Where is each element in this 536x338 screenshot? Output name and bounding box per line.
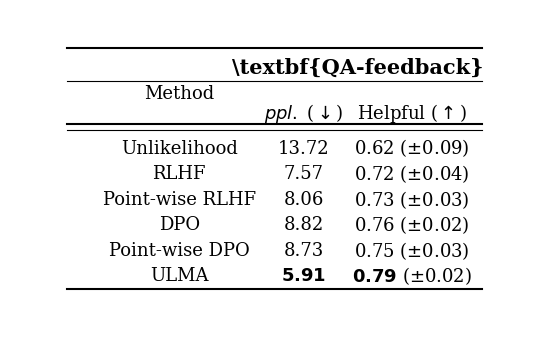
Text: 8.82: 8.82 xyxy=(284,216,324,234)
Text: 8.73: 8.73 xyxy=(284,242,324,260)
Text: 0.75 ($\pm$0.03): 0.75 ($\pm$0.03) xyxy=(354,240,470,262)
Text: ULMA: ULMA xyxy=(150,267,209,285)
Text: Helpful ($\uparrow$): Helpful ($\uparrow$) xyxy=(357,102,467,125)
Text: DPO: DPO xyxy=(159,216,200,234)
Text: 7.57: 7.57 xyxy=(284,165,324,183)
Text: 0.73 ($\pm$0.03): 0.73 ($\pm$0.03) xyxy=(354,189,470,211)
Text: Point-wise RLHF: Point-wise RLHF xyxy=(102,191,256,209)
Text: Point-wise DPO: Point-wise DPO xyxy=(109,242,250,260)
Text: 8.06: 8.06 xyxy=(284,191,324,209)
Text: $\mathbf{5.91}$: $\mathbf{5.91}$ xyxy=(281,267,326,285)
Text: $\mathit{ppl.}$ ($\downarrow$): $\mathit{ppl.}$ ($\downarrow$) xyxy=(264,102,344,125)
Text: 0.76 ($\pm$0.02): 0.76 ($\pm$0.02) xyxy=(354,214,470,236)
Text: 0.72 ($\pm$0.04): 0.72 ($\pm$0.04) xyxy=(354,163,470,185)
Text: $\mathbf{0.79}$ ($\pm$0.02): $\mathbf{0.79}$ ($\pm$0.02) xyxy=(352,265,472,287)
Text: 0.62 ($\pm$0.09): 0.62 ($\pm$0.09) xyxy=(354,138,470,160)
Text: RLHF: RLHF xyxy=(152,165,206,183)
Text: \textbf{QA-feedback}: \textbf{QA-feedback} xyxy=(232,58,483,78)
Text: Unlikelihood: Unlikelihood xyxy=(121,140,237,158)
Text: Method: Method xyxy=(144,85,214,103)
Text: 13.72: 13.72 xyxy=(278,140,330,158)
